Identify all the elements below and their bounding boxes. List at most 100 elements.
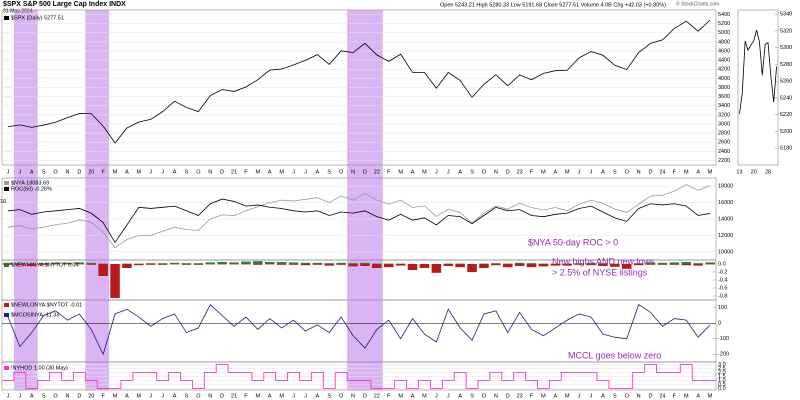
legend-label: $NEWHINYA:$NYTOT 0.04 [11,262,79,268]
bar [229,262,239,264]
x-tick-label: M [113,393,118,399]
y-tick-label: 2800 [718,131,730,137]
y-tick-label: 0.5 [718,382,726,388]
bar [586,264,596,266]
y-tick-label: -0.2 [718,269,727,275]
bar [253,261,263,264]
x-tick-label: M [137,393,142,399]
x-tick-label: A [30,393,34,399]
x-tick-label: M [541,393,546,399]
bar [491,263,501,264]
y-tick-label: 0.0 [718,261,726,267]
legend-swatch [4,16,9,20]
x-tick-label: N [208,393,212,399]
x-tick-label: S [327,393,331,399]
chart-title: $SPX S&P 500 Large Cap Index INDX [3,1,126,8]
x-tick-label: F [244,169,248,175]
bar [681,262,692,264]
x-tick-label: O [339,393,344,399]
x-tick-label: 23 [517,169,523,175]
bar [300,264,311,266]
bar [514,264,525,266]
x-tick-label: S [470,393,474,399]
y-tick-label: 5200 [780,129,792,135]
x-tick-label: M [398,169,403,175]
x-tick-label: J [161,393,164,399]
x-tick-label: J [304,393,307,399]
x-tick-label: A [173,393,177,399]
y-tick-label: 4000 [718,76,730,82]
bar [407,264,418,270]
bar [598,263,608,264]
bar [705,262,715,264]
x-tick-label: S [185,169,189,175]
bar [134,264,144,266]
x-tick-label: 24 [659,393,665,399]
bar [110,264,120,298]
x-tick-label: A [173,169,177,175]
x-tick-label: F [244,393,248,399]
y-tick-label: 5320 [780,28,792,34]
x-tick-label: N [494,393,498,399]
x-tick-label: A [554,393,558,399]
bar [669,264,680,265]
bar [348,264,358,267]
x-tick-label: M [137,169,142,175]
x-tick-label: D [77,169,81,175]
x-tick-label: 24 [659,169,665,175]
y-tick-label: 3000 [718,121,730,127]
y-tick-label: 5280 [780,62,792,68]
bar [205,262,216,264]
x-tick-label: A [268,169,272,175]
series-line [7,198,711,244]
x-tick-label: O [339,169,344,175]
x-tick-label: N [351,393,355,399]
x-tick-label: 20 [88,393,94,399]
bar [360,262,370,264]
x-tick-label: D [506,169,510,175]
x-tick-label: S [42,169,46,175]
bar [526,263,537,264]
bar [633,264,644,266]
bar [467,264,477,272]
bar [38,263,49,264]
bar [621,264,632,269]
bar [383,264,394,268]
bar [550,264,561,266]
x-tick-label: D [506,393,510,399]
x-tick-label: 28 [765,169,771,175]
y-tick-label: 2.0 [718,370,726,376]
x-tick-label: O [53,169,58,175]
x-tick-label: O [625,169,630,175]
bar [253,264,263,265]
bar [669,262,680,264]
y-tick-label: 3400 [718,103,730,109]
x-tick-label: 13 [736,169,742,175]
y-tick-label: 5180 [780,146,792,152]
bar [574,263,584,264]
x-tick-label: S [470,169,474,175]
bar [657,264,668,265]
x-tick-label: O [196,169,201,175]
bar [15,263,25,264]
bar [681,264,692,266]
y-tick-label: 4400 [718,58,730,64]
y-tick-label: 18000 [718,184,733,190]
x-tick-label: J [447,393,450,399]
x-tick-label: S [42,393,46,399]
bar [693,264,703,266]
legend-swatch [4,187,9,191]
x-tick-label: J [161,169,164,175]
x-tick-label: J [578,393,581,399]
x-tick-label: F [101,393,105,399]
bar [74,262,85,264]
y-tick-label: 5300 [780,45,792,51]
x-tick-label: M [422,393,427,399]
legend-label: $NYA 18083.69 [11,180,49,186]
y-tick-label: 2200 [718,158,730,164]
x-tick-label: 21 [231,393,237,399]
x-tick-label: S [327,169,331,175]
bar [419,264,430,268]
y-tick-label: -100 [718,336,729,342]
